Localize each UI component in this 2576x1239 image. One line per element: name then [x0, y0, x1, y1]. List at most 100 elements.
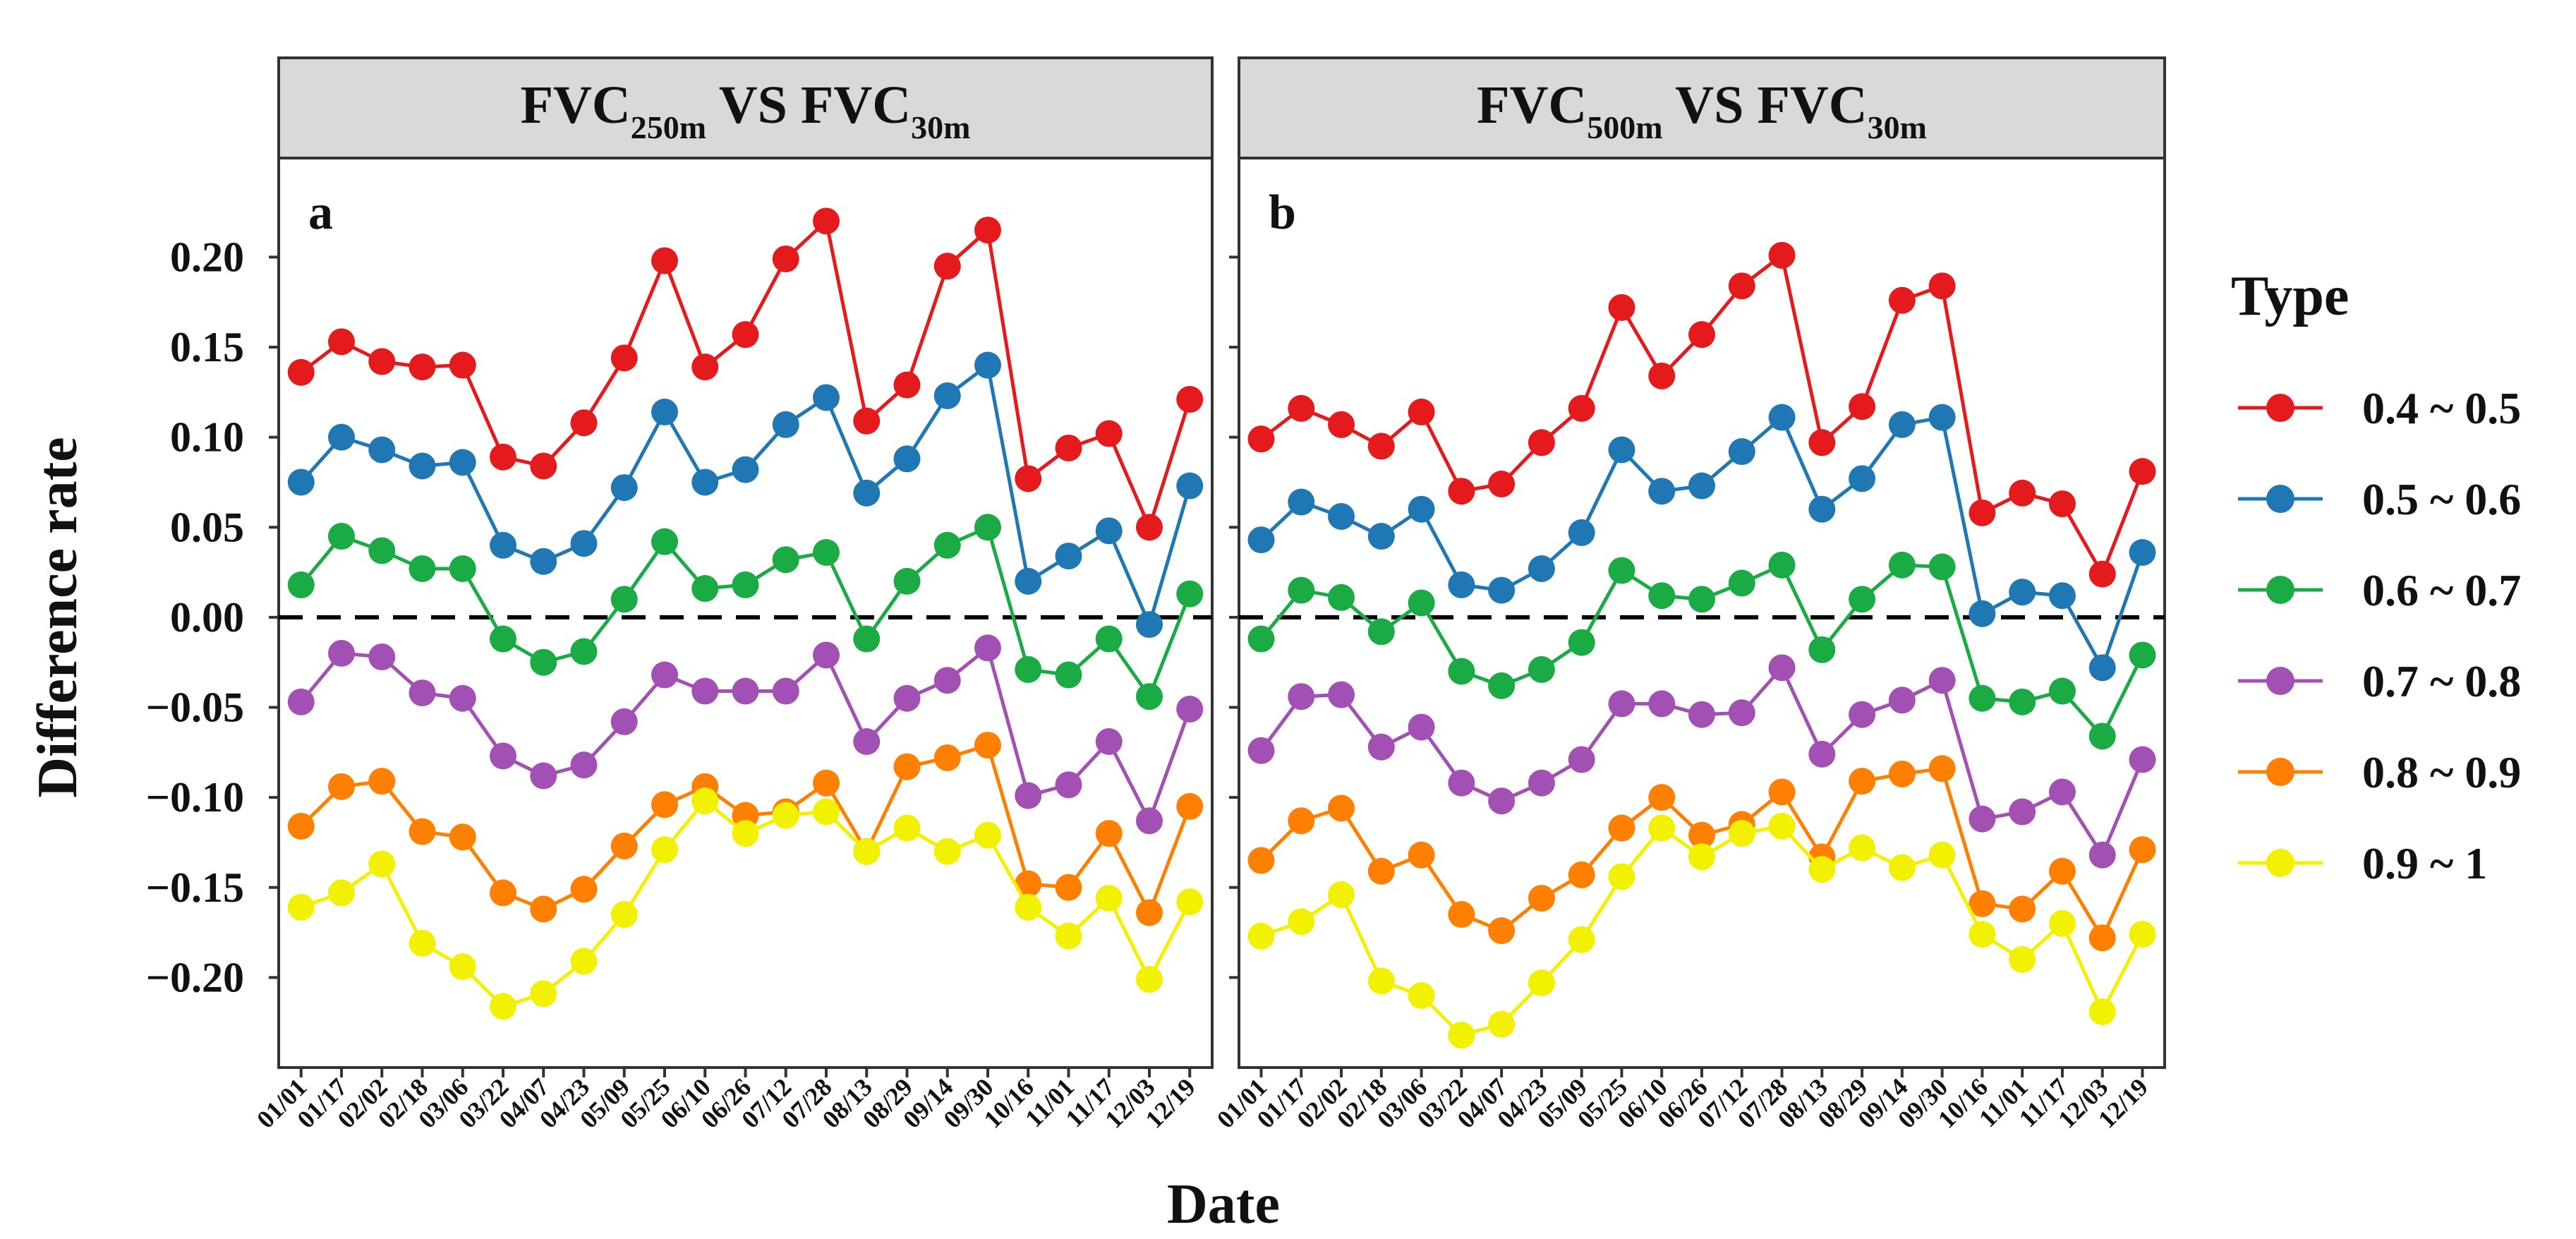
legend-key-point	[2266, 758, 2294, 786]
data-point	[2009, 945, 2036, 973]
data-point	[570, 876, 598, 903]
y-tick-label: 0.20	[170, 234, 244, 280]
legend-key-point	[2266, 485, 2294, 513]
data-point	[1135, 611, 1163, 639]
data-point	[287, 688, 315, 715]
data-point	[409, 452, 436, 480]
data-point	[812, 538, 840, 566]
data-point	[530, 762, 557, 790]
data-point	[853, 407, 881, 435]
data-point	[1328, 681, 1355, 708]
data-point	[1288, 394, 1315, 422]
data-point	[853, 838, 881, 865]
data-point	[1176, 696, 1204, 723]
data-point	[1135, 807, 1163, 835]
data-point	[1055, 922, 1082, 950]
data-point	[490, 443, 517, 471]
legend-label: 0.8 ~ 0.9	[2362, 747, 2521, 797]
data-point	[1015, 465, 1042, 492]
data-point	[1135, 965, 1163, 993]
data-point	[1768, 404, 1796, 431]
data-point	[1015, 870, 1042, 897]
data-point	[691, 469, 719, 496]
data-point	[449, 555, 476, 582]
data-point	[974, 821, 1001, 849]
data-point	[368, 436, 396, 464]
data-point	[1888, 687, 1916, 714]
legend-entry: 0.9 ~ 1	[2238, 838, 2487, 888]
data-point	[893, 814, 921, 842]
data-point	[691, 575, 719, 603]
data-point	[449, 823, 476, 851]
data-point	[449, 684, 476, 712]
data-point	[2048, 857, 2076, 885]
data-point	[328, 879, 356, 907]
data-point	[1928, 272, 1956, 300]
data-point	[2088, 841, 2116, 869]
data-point	[368, 850, 396, 878]
data-point	[1768, 778, 1796, 806]
data-point	[1367, 857, 1395, 885]
data-point	[812, 798, 840, 826]
data-point	[409, 353, 436, 381]
legend-entry: 0.4 ~ 0.5	[2238, 383, 2521, 433]
data-point	[1808, 636, 1836, 663]
data-point	[1488, 787, 1516, 815]
data-point	[570, 751, 598, 779]
series-0-7-0-8	[1247, 654, 2156, 869]
data-point	[732, 820, 759, 847]
data-point	[853, 479, 881, 507]
data-point	[409, 929, 436, 957]
data-point	[1648, 814, 1676, 842]
y-tick-label: −0.10	[146, 774, 244, 821]
data-point	[1528, 555, 1555, 582]
legend-label: 0.4 ~ 0.5	[2362, 383, 2521, 433]
data-point	[1288, 488, 1315, 516]
data-point	[732, 321, 759, 349]
data-point	[1328, 411, 1355, 438]
data-point	[1328, 881, 1355, 908]
data-point	[1328, 584, 1355, 611]
data-point	[1408, 841, 1435, 869]
data-point	[1688, 321, 1715, 349]
data-point	[1608, 863, 1635, 890]
data-point	[1247, 425, 1275, 453]
data-point	[490, 531, 517, 559]
data-point	[812, 207, 840, 235]
series-0-5-0-6	[1247, 404, 2156, 682]
data-point	[1528, 969, 1555, 997]
chart-panels: FVC250m VS FVC30ma01/0101/1702/0202/1803…	[251, 56, 2166, 1134]
y-tick-label: −0.15	[146, 864, 244, 911]
data-point	[1288, 908, 1315, 936]
data-point	[893, 371, 921, 399]
data-point	[1247, 737, 1275, 764]
data-point	[1648, 784, 1676, 811]
data-point	[1849, 701, 1876, 728]
series-0-6-0-7	[1247, 551, 2156, 750]
data-point	[732, 571, 759, 598]
data-point	[490, 879, 517, 907]
legend-key-point	[2266, 576, 2294, 604]
data-point	[2129, 836, 2156, 864]
data-point	[1688, 701, 1715, 728]
data-point	[1488, 1010, 1516, 1038]
data-point	[287, 571, 315, 598]
data-point	[853, 728, 881, 756]
data-point	[570, 530, 598, 557]
data-point	[651, 398, 679, 425]
data-point	[1408, 713, 1435, 741]
y-tick-label: 0.10	[170, 414, 244, 461]
data-point	[1608, 814, 1635, 842]
data-point	[1055, 434, 1082, 461]
data-point	[328, 523, 356, 550]
series-0-9-1	[287, 787, 1204, 1020]
data-point	[933, 253, 961, 280]
data-point	[328, 639, 356, 667]
data-point	[2129, 746, 2156, 773]
series-0-9-1	[1247, 812, 2156, 1049]
data-point	[651, 247, 679, 274]
data-point	[1367, 733, 1395, 761]
data-point	[610, 344, 638, 372]
data-point	[1969, 921, 1996, 948]
data-point	[853, 625, 881, 653]
